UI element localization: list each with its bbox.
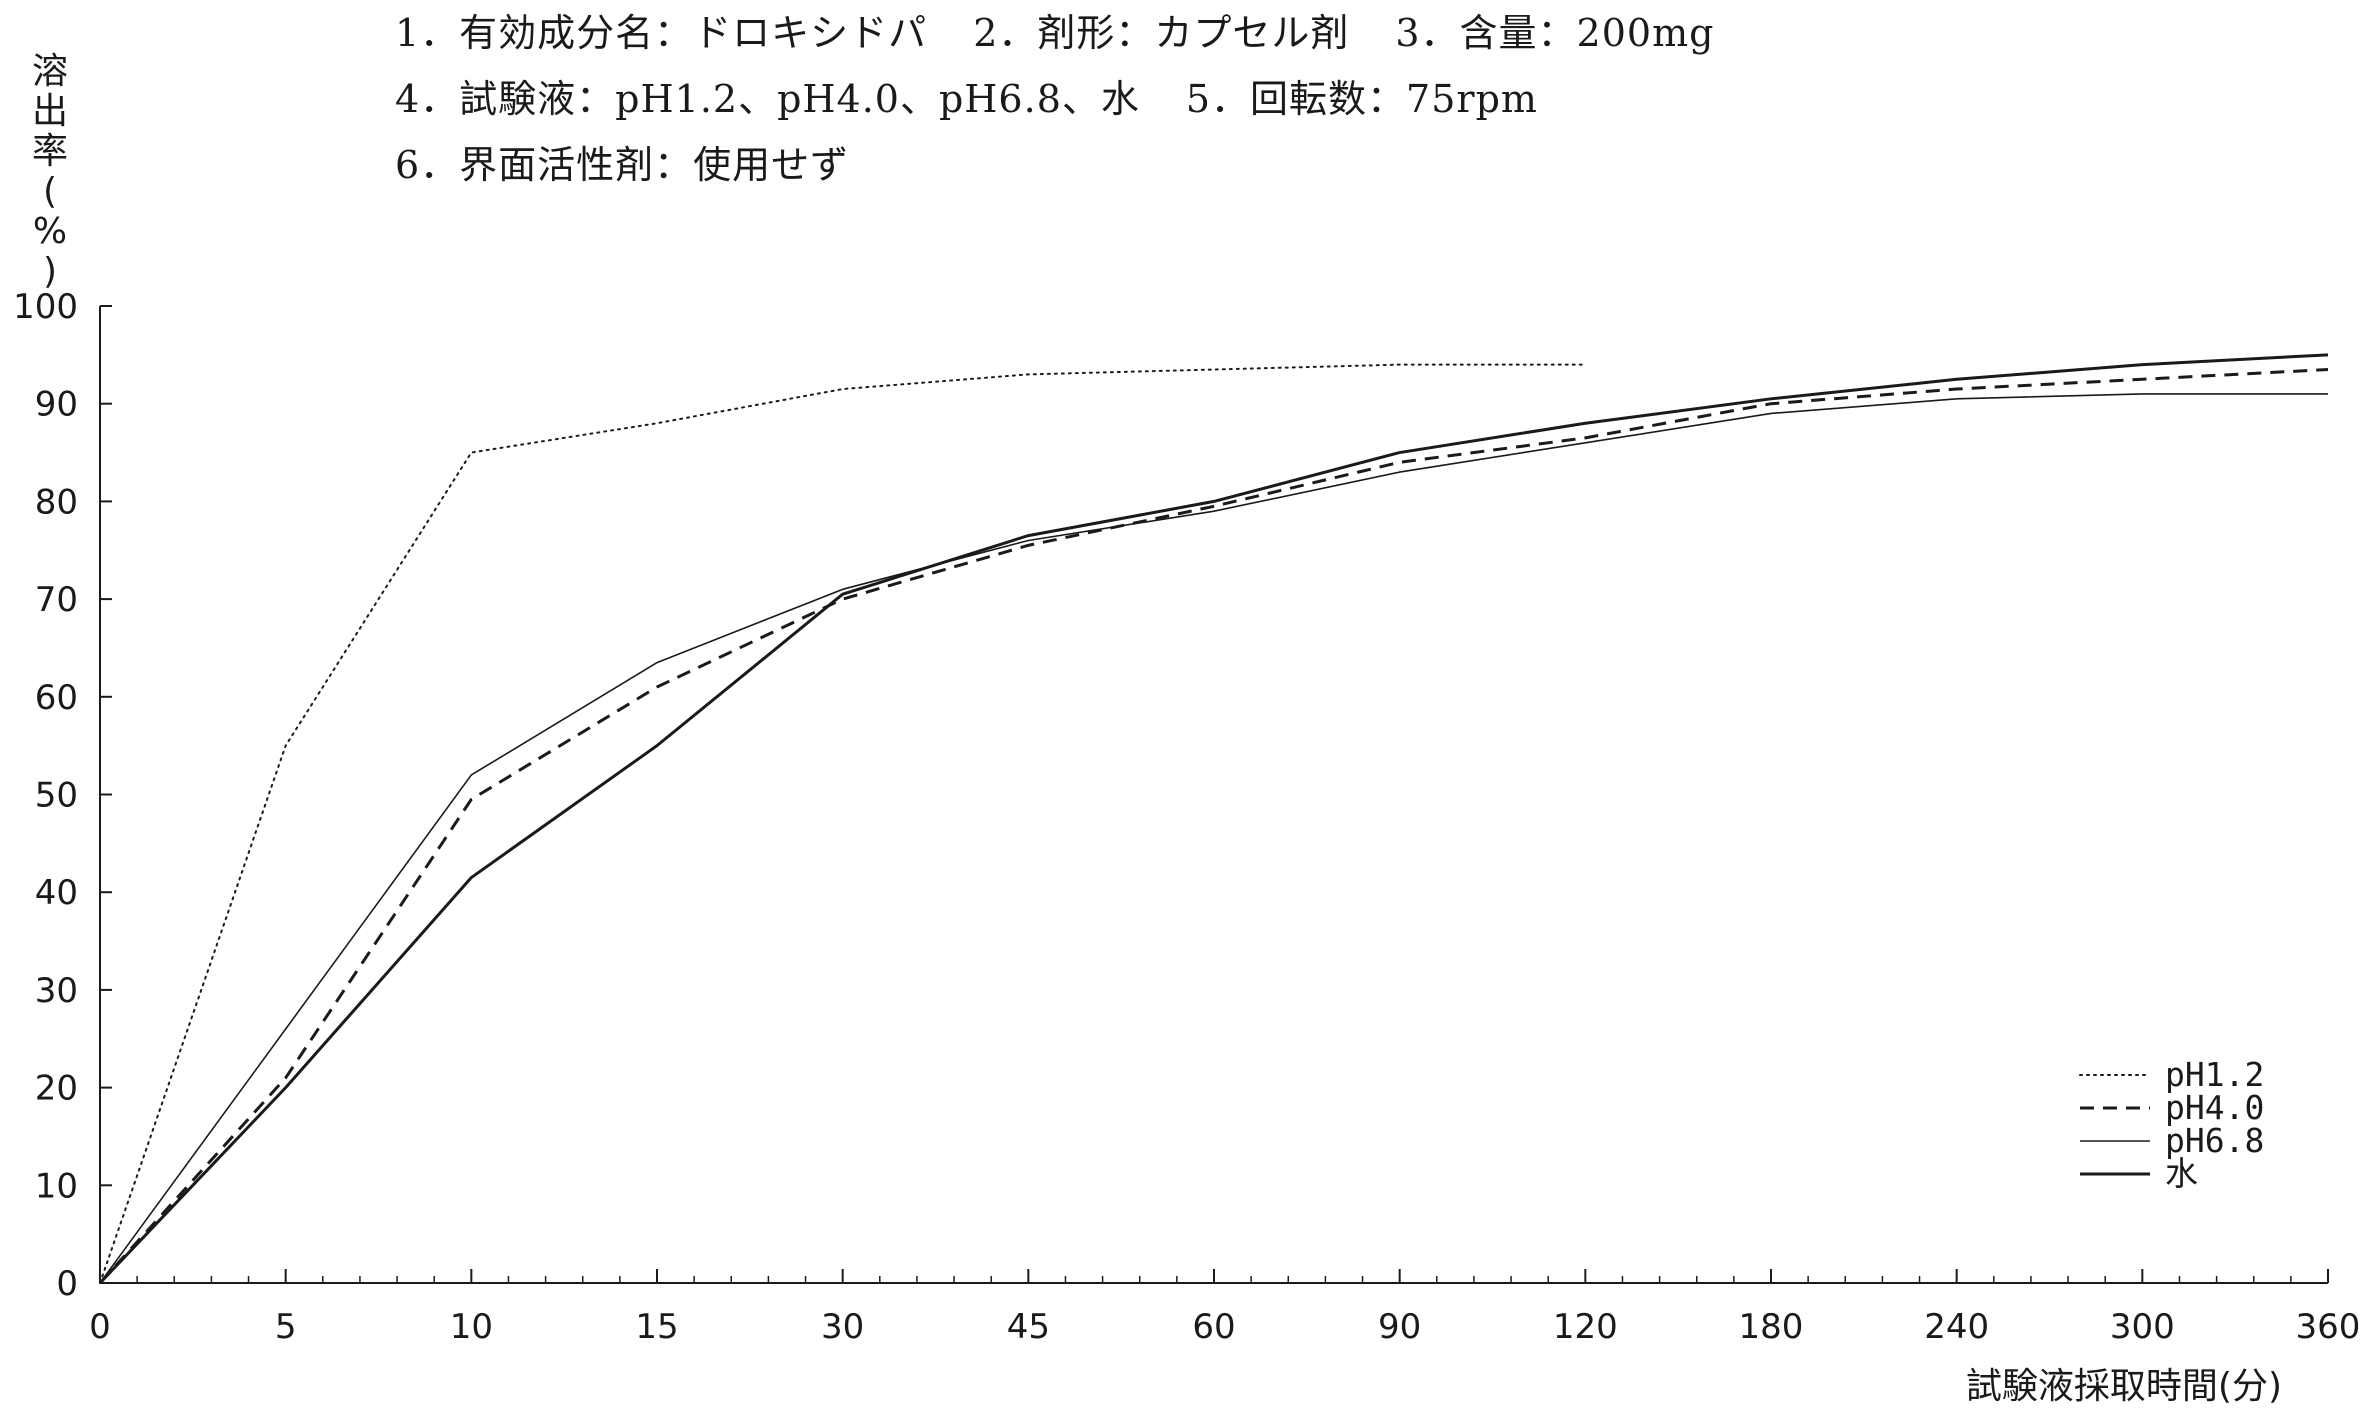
y-tick-label: 70 (35, 580, 78, 620)
x-tick-label: 15 (635, 1307, 678, 1347)
y-tick-label: 100 (13, 287, 78, 327)
x-tick-label: 120 (1553, 1307, 1618, 1347)
series-line-1 (98, 368, 2329, 1285)
legend-label-0: pH1.2 (2165, 1055, 2264, 1094)
y-tick-label: 80 (35, 482, 78, 522)
header-item-surfactant: 6．界面活性剤：使用せず (395, 143, 850, 187)
x-tick-label: 240 (1924, 1307, 1989, 1347)
y-tick-label: 40 (35, 873, 78, 913)
y-axis-label-char: 溶 (31, 51, 68, 92)
x-tick-label: 180 (1739, 1307, 1804, 1347)
x-axis-label: 試験液採取時間(分) (1966, 1366, 2282, 1407)
y-axis-label-char: % (32, 211, 68, 252)
y-axis-label-char: ( (42, 171, 58, 212)
y-tick-label: 50 (35, 776, 78, 816)
y-tick-label: 20 (35, 1069, 78, 1109)
header-line-3: 6．界面活性剤：使用せず (395, 132, 1760, 198)
x-tick-label: 45 (1007, 1307, 1050, 1347)
y-axis-label: 溶出率(%) (22, 52, 78, 292)
legend-label-3: 水 (2165, 1154, 2198, 1193)
header-item-test-solution: 4．試験液：pH1.2、pH4.0、pH6.8、水 (395, 77, 1140, 121)
axes: 0 10 20 30 40 50 60 70 80 90 100 0 5 10 15 30 45 60 90 120 1… (13, 287, 2360, 1407)
legend-label-2: pH6.8 (2165, 1121, 2264, 1160)
x-tick-label: 90 (1378, 1307, 1421, 1347)
header-item-ingredient: 1．有効成分名：ドロキシドパ (395, 11, 928, 55)
y-tick-label: 30 (35, 971, 78, 1011)
series-line-2 (99, 393, 2328, 1284)
series-line-3 (98, 353, 2329, 1285)
y-axis-label-char: ) (42, 251, 58, 292)
series-line-0 (99, 363, 1587, 1284)
chart-header: 1．有効成分名：ドロキシドパ 2．剤形：カプセル剤 3．含量：200mg 4．試験液… (395, 0, 1760, 198)
x-tick-label: 30 (821, 1307, 864, 1347)
y-tick-label: 0 (56, 1264, 78, 1304)
header-item-rotation: 5．回転数：75rpm (1185, 77, 1538, 121)
x-tick-label: 5 (275, 1307, 297, 1347)
y-tick-label: 60 (35, 678, 78, 718)
y-tick-label: 10 (35, 1166, 78, 1206)
x-tick-label: 60 (1192, 1307, 1235, 1347)
header-item-content: 3．含量：200mg (1395, 11, 1715, 55)
x-tick-label: 0 (89, 1307, 111, 1347)
y-axis-label-char: 率 (31, 131, 68, 172)
header-item-dosage-form: 2．剤形：カプセル剤 (973, 11, 1350, 55)
series-lines (98, 353, 2329, 1285)
legend-label-1: pH4.0 (2165, 1088, 2264, 1127)
header-line-2: 4．試験液：pH1.2、pH4.0、pH6.8、水 5．回転数：75rpm (395, 66, 1760, 132)
header-line-1: 1．有効成分名：ドロキシドパ 2．剤形：カプセル剤 3．含量：200mg (395, 0, 1760, 66)
y-axis-label-char: 出 (31, 91, 68, 132)
x-tick-label: 360 (2296, 1307, 2361, 1347)
x-tick-label: 300 (2110, 1307, 2175, 1347)
x-tick-label: 10 (450, 1307, 493, 1347)
y-tick-label: 90 (35, 385, 78, 425)
